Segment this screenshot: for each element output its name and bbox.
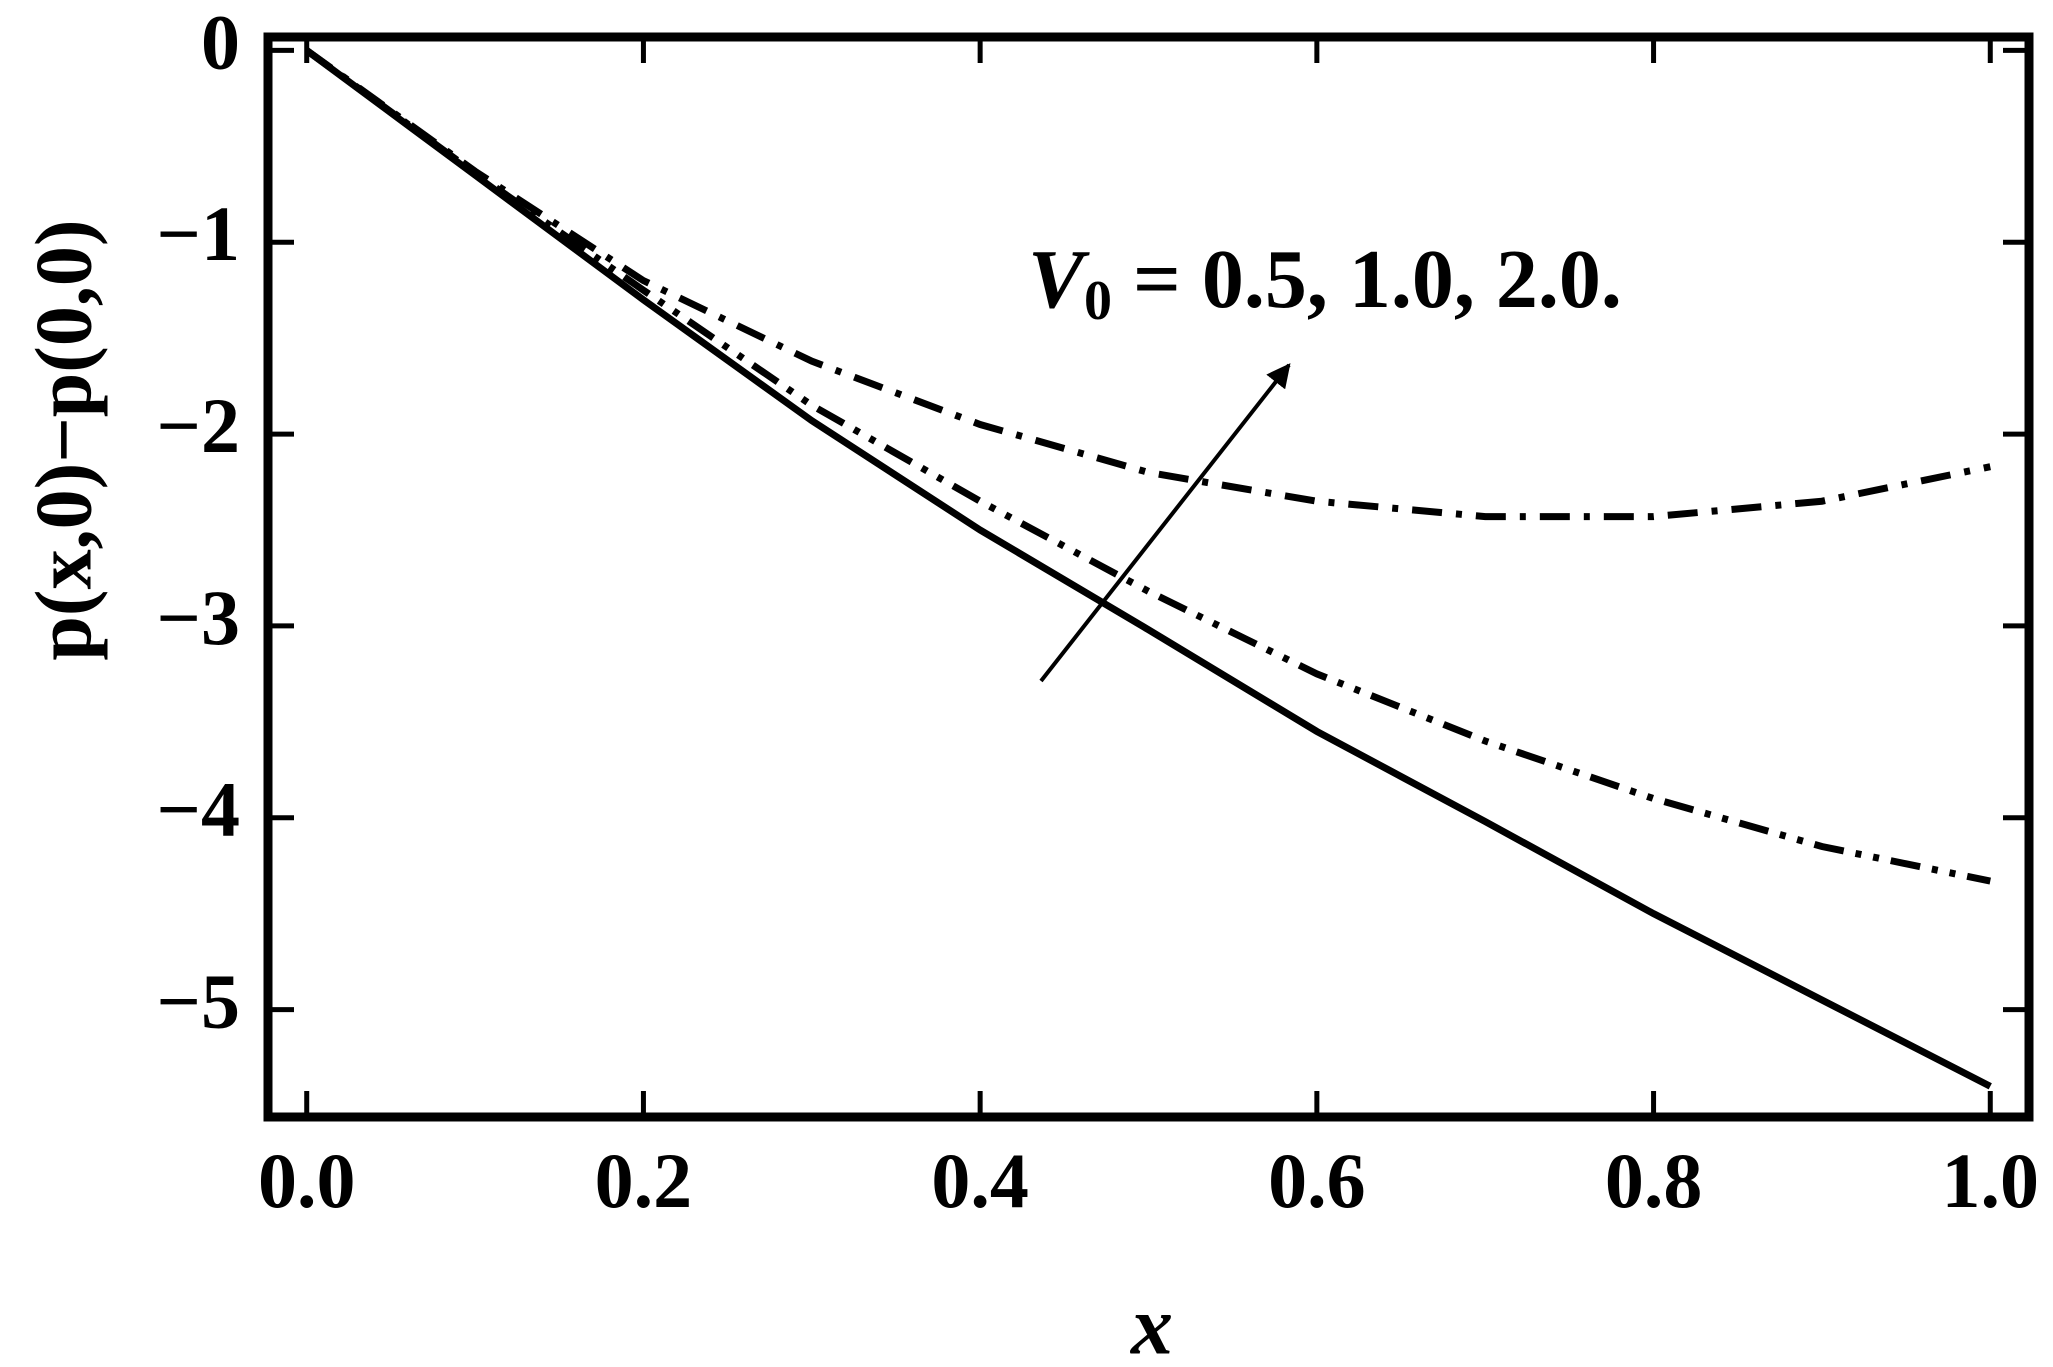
x-tick-label: 0.2 [595,1137,693,1224]
x-tick-label: 0.6 [1268,1137,1366,1224]
series-line [304,47,1991,521]
annotation-symbol: V [1028,233,1090,326]
x-axis-label: x [1129,1279,1173,1367]
series-line [304,47,1991,885]
annotation-arrow [1039,363,1291,683]
y-tick-label: −2 [157,382,240,469]
y-tick-label: −3 [157,574,240,661]
y-tick-label: 0 [201,0,240,85]
y-axis-label: p(x,0)−p(0,0) [20,219,108,660]
y-tick-label: −4 [157,766,240,853]
x-tick-label: 0.0 [258,1137,356,1224]
annotation-subscript: 0 [1084,270,1112,332]
x-tick-label: 1.0 [1942,1137,2040,1224]
annotation: V0 = 0.5, 1.0, 2.0. [1028,233,1622,332]
y-tick-label: −5 [157,957,240,1044]
x-tick-label: 0.4 [931,1137,1029,1224]
plot-frame [263,32,2034,1122]
series-line [304,47,1992,1090]
y-tick-label: −1 [157,190,240,277]
x-tick-label: 0.8 [1605,1137,1703,1224]
annotation-text: = 0.5, 1.0, 2.0. [1112,233,1622,326]
